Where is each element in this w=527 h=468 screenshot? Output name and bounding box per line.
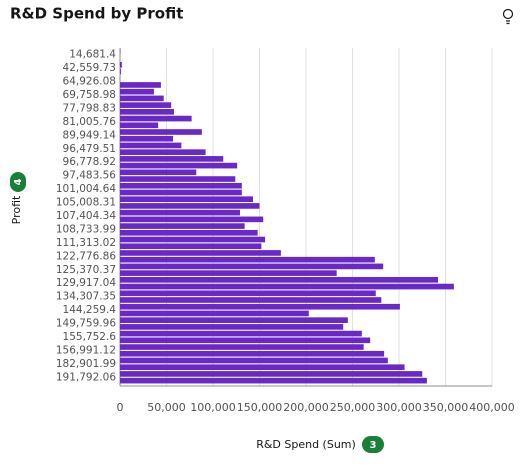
- bar: [120, 163, 237, 169]
- bar: [120, 223, 245, 229]
- bar: [120, 364, 405, 370]
- bar: [120, 217, 263, 223]
- bar: [120, 331, 362, 337]
- y-tick-label: 105,008.31: [56, 197, 116, 209]
- y-tick-label: 97,483.56: [63, 170, 117, 182]
- y-axis-label: Profit: [10, 195, 23, 224]
- idea-icon[interactable]: [504, 10, 513, 24]
- y-tick-label: 107,404.34: [56, 210, 116, 222]
- bar: [120, 156, 223, 162]
- y-tick-label: 182,901.99: [56, 358, 116, 370]
- chart-title: R&D Spend by Profit: [10, 5, 183, 23]
- x-tick-label: 300,000: [376, 401, 422, 414]
- bar: [120, 311, 309, 317]
- y-tick-label: 96,479.51: [63, 143, 116, 155]
- bar: [120, 317, 348, 323]
- bar: [120, 337, 370, 343]
- bar: [120, 378, 427, 384]
- y-tick-label: 149,759.96: [56, 318, 116, 330]
- bar: [120, 129, 202, 135]
- bar: [120, 344, 364, 350]
- bar: [120, 136, 173, 142]
- bar: [120, 257, 375, 263]
- bar: [120, 176, 235, 182]
- bar: [120, 96, 164, 102]
- bar: [120, 69, 121, 75]
- bar: [120, 196, 253, 202]
- bar: [120, 190, 242, 196]
- x-tick-label: 350,000: [423, 401, 469, 414]
- bar: [120, 62, 122, 68]
- bar: [120, 109, 174, 115]
- bar: [120, 351, 384, 357]
- y-tick-label: 14,681.4: [69, 49, 116, 61]
- bar: [120, 270, 337, 276]
- bar: [120, 169, 196, 175]
- bar: [120, 149, 206, 155]
- bar: [120, 237, 265, 243]
- bar: [120, 210, 240, 216]
- bar: [120, 284, 454, 290]
- y-tick-label: 155,752.6: [63, 331, 117, 343]
- bar: [120, 371, 422, 377]
- y-tick-label: 96,778.92: [63, 156, 116, 168]
- y-tick-label: 64,926.08: [63, 76, 116, 88]
- bar: [120, 290, 376, 296]
- x-tick-label: 150,000: [237, 401, 283, 414]
- y-badge-text: 4: [13, 178, 24, 185]
- y-tick-label: 77,798.83: [63, 102, 116, 114]
- y-tick-label: 144,259.4: [63, 304, 117, 316]
- y-tick-label: 156,991.12: [56, 344, 116, 356]
- bar: [120, 324, 343, 330]
- y-tick-label: 69,758.98: [63, 89, 116, 101]
- bar: [120, 122, 158, 128]
- bar: [120, 264, 383, 270]
- y-tick-label: 101,004.64: [56, 183, 116, 195]
- bar: [120, 143, 181, 149]
- y-tick-label: 81,005.76: [63, 116, 117, 128]
- x-badge-text: 3: [370, 440, 377, 451]
- bar: [120, 183, 242, 189]
- y-tick-label: 108,733.99: [56, 223, 116, 235]
- bar: [120, 304, 400, 310]
- x-tick-label: 200,000: [283, 401, 329, 414]
- bar: [120, 250, 281, 256]
- y-tick-label: 129,917.04: [56, 277, 116, 289]
- y-tick-label: 125,370.37: [56, 264, 116, 276]
- bar: [120, 102, 171, 108]
- x-tick-label: 0: [117, 401, 124, 414]
- bar: [120, 358, 388, 364]
- x-tick-label: 250,000: [330, 401, 376, 414]
- bar: [120, 277, 438, 283]
- y-tick-label: 89,949.14: [63, 129, 117, 141]
- y-tick-label: 122,776.86: [56, 250, 116, 262]
- bar: [120, 230, 258, 236]
- bar: [120, 116, 192, 122]
- bar: [120, 243, 261, 249]
- bar: [120, 203, 260, 209]
- bar: [120, 89, 154, 95]
- x-tick-label: 100,000: [190, 401, 236, 414]
- y-tick-label: 111,313.02: [56, 237, 116, 249]
- y-tick-label: 42,559.73: [63, 62, 116, 74]
- bar: [120, 297, 381, 303]
- y-tick-label: 134,307.35: [56, 291, 116, 303]
- x-axis-label: R&D Spend (Sum): [256, 438, 356, 451]
- x-tick-label: 400,000: [469, 401, 515, 414]
- y-tick-label: 191,792.06: [56, 371, 116, 383]
- x-tick-label: 50,000: [147, 401, 186, 414]
- bar: [120, 82, 161, 88]
